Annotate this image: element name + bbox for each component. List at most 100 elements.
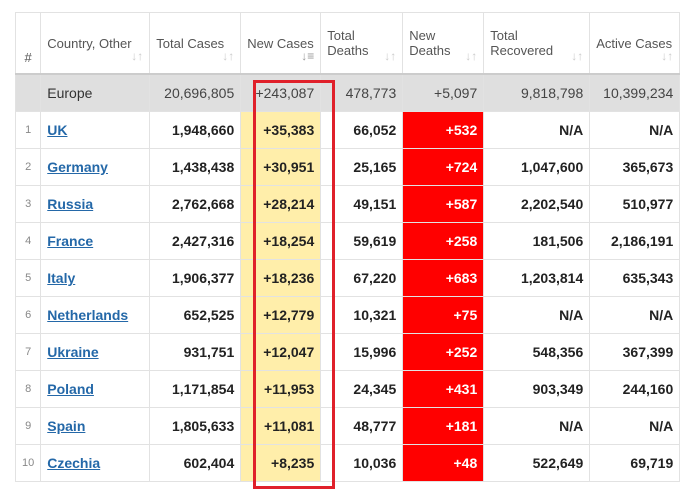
- active-cases-cell: 365,673: [589, 148, 681, 186]
- new-cases-cell: +35,383: [240, 111, 322, 149]
- row-number: 1: [14, 111, 42, 149]
- new-cases-cell: +18,254: [240, 222, 322, 260]
- total-deaths-cell: 67,220: [320, 259, 404, 297]
- new-deaths-cell: +181: [402, 407, 485, 445]
- new-deaths-cell: +683: [402, 259, 485, 297]
- row-number: 9: [14, 407, 42, 445]
- header-label: New Cases: [247, 35, 314, 51]
- total-row: Europe 20,696,805 +243,087 478,773 +5,097 9,8…: [14, 73, 681, 112]
- table-row: 4 France 2,427,316 +18,254 59,619 +258 181,506…: [14, 222, 681, 260]
- active-cases-cell: 244,160: [589, 370, 681, 408]
- table-row: 2 Germany 1,438,438 +30,951 25,165 +724 1,047,…: [14, 148, 681, 186]
- new-cases-cell: +11,953: [240, 370, 322, 408]
- row-number: 2: [14, 148, 42, 186]
- sort-icon[interactable]: ↓≡: [301, 49, 315, 63]
- sort-icon[interactable]: ↓↑: [465, 49, 478, 63]
- new-cases-cell: +12,047: [240, 333, 322, 371]
- total-cases-cell: 1,906,377: [149, 259, 242, 297]
- header-country[interactable]: Country, Other ↓↑: [40, 12, 151, 75]
- country-cell: France: [40, 222, 151, 260]
- country-link[interactable]: Ukraine: [47, 344, 99, 360]
- new-deaths-cell: +532: [402, 111, 485, 149]
- total-recovered-cell: N/A: [483, 296, 591, 334]
- row-number: 10: [14, 444, 42, 482]
- total-deaths-cell: 15,996: [320, 333, 404, 371]
- total-recovered-cell: N/A: [483, 407, 591, 445]
- header-label: Total Deaths: [327, 28, 369, 58]
- header-label: #: [24, 50, 32, 65]
- header-label: Active Cases: [596, 35, 673, 51]
- total-cases-cell: 1,948,660: [149, 111, 242, 149]
- active-cases-cell: N/A: [589, 407, 681, 445]
- total-cases-cell: 20,696,805: [149, 73, 242, 112]
- active-cases-cell: 69,719: [589, 444, 681, 482]
- country-link[interactable]: Russia: [47, 196, 94, 212]
- header-total-deaths[interactable]: Total Deaths ↓↑: [320, 12, 404, 75]
- new-cases-cell: +11,081: [240, 407, 322, 445]
- header-active-cases[interactable]: Active Cases ↓↑: [589, 12, 681, 75]
- sort-icon[interactable]: ↓↑: [222, 49, 235, 63]
- new-deaths-cell: +431: [402, 370, 485, 408]
- country-cell: Europe: [40, 73, 151, 112]
- country-cell: Russia: [40, 185, 151, 223]
- total-cases-cell: 1,438,438: [149, 148, 242, 186]
- header-total-cases[interactable]: Total Cases ↓↑: [149, 12, 242, 75]
- total-deaths-cell: 59,619: [320, 222, 404, 260]
- total-recovered-cell: 9,818,798: [483, 73, 591, 112]
- country-cell: Spain: [40, 407, 151, 445]
- country-link[interactable]: France: [47, 233, 94, 249]
- total-cases-cell: 1,171,854: [149, 370, 242, 408]
- country-link[interactable]: Italy: [47, 270, 76, 286]
- new-cases-cell: +8,235: [240, 444, 322, 482]
- country-link[interactable]: Czechia: [47, 455, 101, 471]
- total-recovered-cell: N/A: [483, 111, 591, 149]
- table-row: 10 Czechia 602,404 +8,235 10,036 +48 522,649 69…: [14, 444, 681, 482]
- row-number: [14, 73, 42, 112]
- total-recovered-cell: 1,203,814: [483, 259, 591, 297]
- total-deaths-cell: 49,151: [320, 185, 404, 223]
- table-row: 1 UK 1,948,660 +35,383 66,052 +532 N/A N/A: [14, 111, 681, 149]
- new-deaths-cell: +258: [402, 222, 485, 260]
- header-total-recovered[interactable]: Total Recovered ↓↑: [483, 12, 591, 75]
- country-link[interactable]: Germany: [47, 159, 108, 175]
- header-label: Total Recovered: [490, 28, 554, 58]
- sort-icon[interactable]: ↓↑: [571, 49, 584, 63]
- new-cases-cell: +18,236: [240, 259, 322, 297]
- sort-icon[interactable]: ↓↑: [384, 49, 397, 63]
- country-link[interactable]: Spain: [47, 418, 86, 434]
- new-deaths-cell: +724: [402, 148, 485, 186]
- table-row: 7 Ukraine 931,751 +12,047 15,996 +252 548,356 3…: [14, 333, 681, 371]
- row-number: 5: [14, 259, 42, 297]
- total-recovered-cell: 2,202,540: [483, 185, 591, 223]
- country-link[interactable]: Poland: [47, 381, 94, 397]
- active-cases-cell: N/A: [589, 296, 681, 334]
- total-recovered-cell: 548,356: [483, 333, 591, 371]
- country-cell: Czechia: [40, 444, 151, 482]
- row-number: 4: [14, 222, 42, 260]
- total-cases-cell: 602,404: [149, 444, 242, 482]
- total-cases-cell: 1,805,633: [149, 407, 242, 445]
- row-number: 7: [14, 333, 42, 371]
- total-deaths-cell: 66,052: [320, 111, 404, 149]
- table-row: 6 Netherlands 652,525 +12,779 10,321 +75 N/A N/…: [14, 296, 681, 334]
- country-cell: Ukraine: [40, 333, 151, 371]
- new-cases-cell: +28,214: [240, 185, 322, 223]
- header-label: Total Cases: [156, 35, 225, 51]
- total-recovered-cell: 1,047,600: [483, 148, 591, 186]
- sort-icon[interactable]: ↓↑: [131, 49, 144, 63]
- header-new-cases[interactable]: New Cases ↓≡: [240, 12, 322, 75]
- sort-icon[interactable]: ↓↑: [661, 49, 674, 63]
- header-label: New Deaths: [409, 28, 451, 58]
- table-row: 3 Russia 2,762,668 +28,214 49,151 +587 2,202,5…: [14, 185, 681, 223]
- new-deaths-cell: +587: [402, 185, 485, 223]
- new-cases-cell: +30,951: [240, 148, 322, 186]
- active-cases-cell: 510,977: [589, 185, 681, 223]
- total-cases-cell: 2,427,316: [149, 222, 242, 260]
- country-link[interactable]: Netherlands: [47, 307, 129, 323]
- country-link[interactable]: UK: [47, 122, 68, 138]
- total-recovered-cell: 522,649: [483, 444, 591, 482]
- table-row: 8 Poland 1,171,854 +11,953 24,345 +431 903,349…: [14, 370, 681, 408]
- header-new-deaths[interactable]: New Deaths ↓↑: [402, 12, 485, 75]
- active-cases-cell: 2,186,191: [589, 222, 681, 260]
- header-label: Country, Other: [47, 35, 132, 51]
